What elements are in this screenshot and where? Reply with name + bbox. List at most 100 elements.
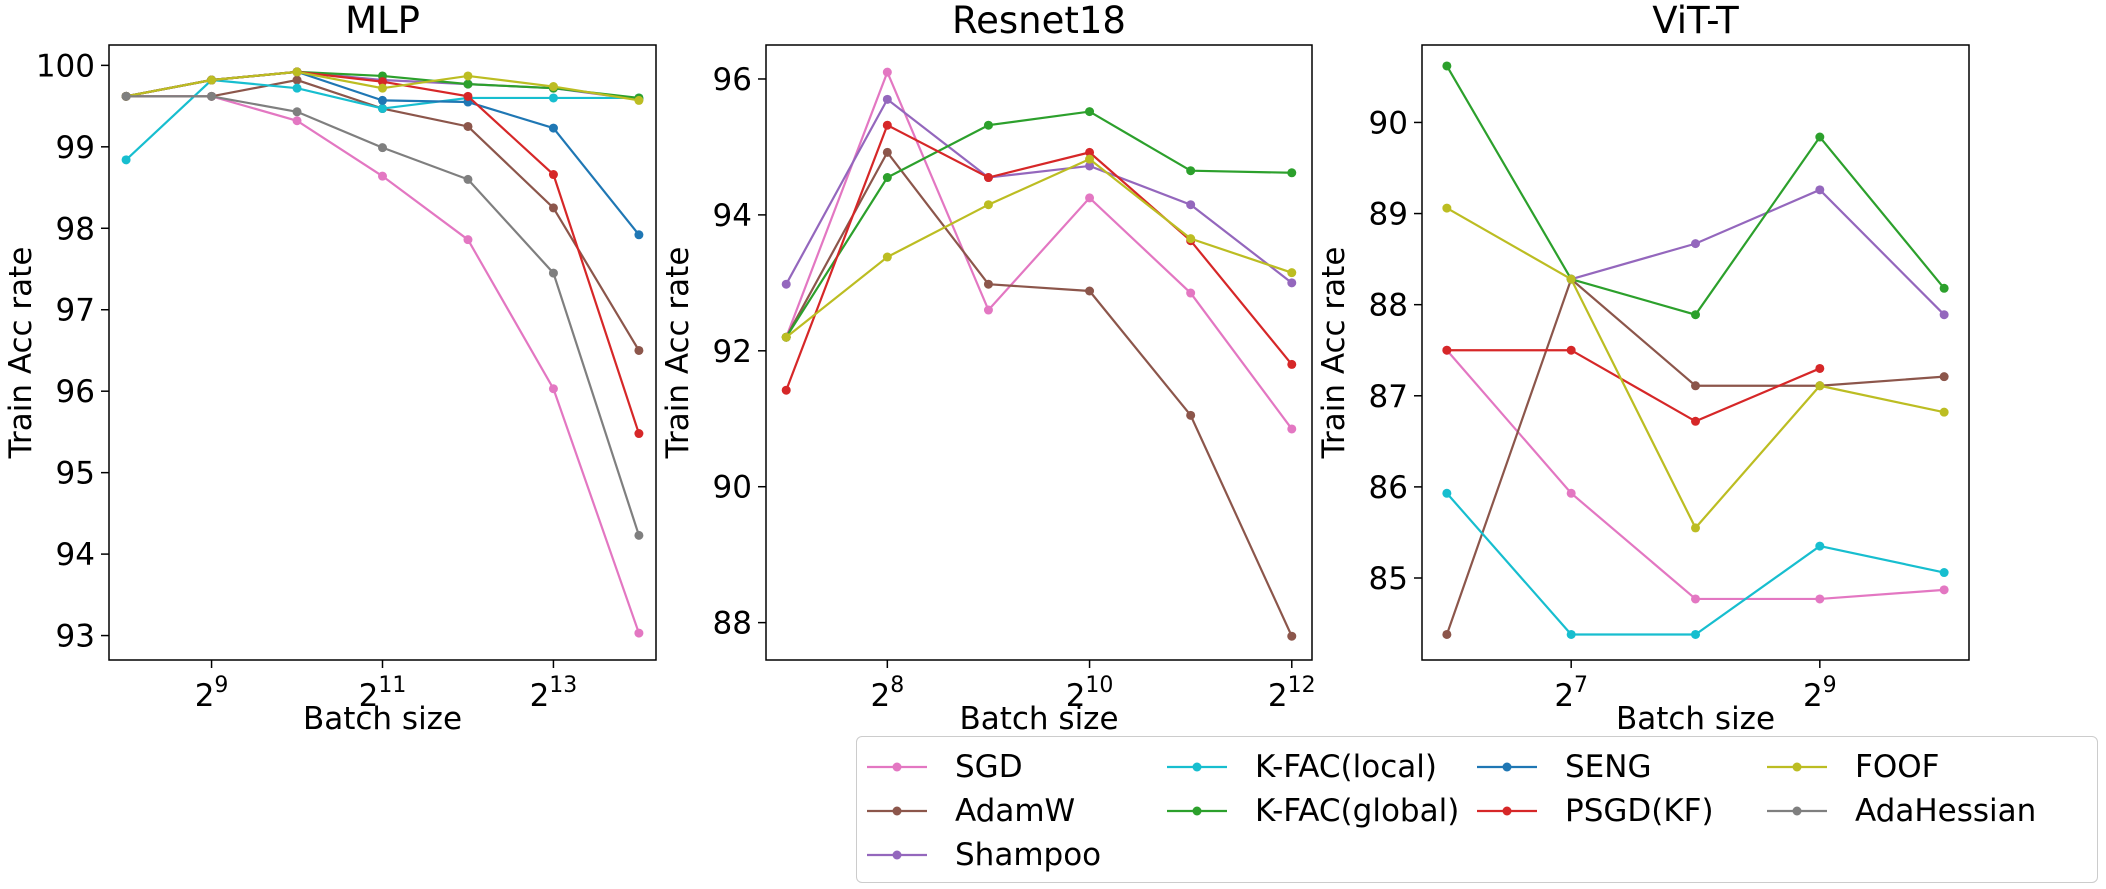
data-point <box>1691 523 1700 533</box>
data-point <box>983 173 993 183</box>
data-point <box>463 71 473 81</box>
legend-label: Shampoo <box>955 837 1102 873</box>
series-k-fac-global <box>1442 61 1949 320</box>
data-point <box>1815 132 1825 142</box>
data-point <box>1815 381 1825 391</box>
x-tick-label: 213 <box>530 673 578 714</box>
x-tick-label: 27 <box>1554 673 1588 714</box>
data-point <box>882 252 892 262</box>
legend-item-adamw: AdamW <box>865 791 1075 831</box>
series-k-fac-global <box>781 107 1297 342</box>
legend-swatch <box>1167 806 1227 816</box>
data-point <box>1442 203 1452 213</box>
data-point <box>634 230 644 240</box>
data-point <box>882 94 892 104</box>
y-tick-label: 94 <box>713 198 752 234</box>
data-point <box>1186 410 1196 420</box>
series-foof <box>1442 203 1949 533</box>
data-point <box>1815 185 1825 195</box>
legend-item-k-fac-global: K-FAC(global) <box>1165 791 1459 831</box>
y-tick-label: 99 <box>56 130 95 166</box>
data-point <box>634 345 644 355</box>
legend-swatch <box>1167 762 1227 772</box>
data-point <box>121 155 131 165</box>
legend-item-sgd: SGD <box>865 747 1023 787</box>
data-point <box>1815 541 1825 551</box>
data-point <box>983 305 993 315</box>
data-point <box>1186 166 1196 176</box>
data-point <box>1186 288 1196 298</box>
y-tick-label: 88 <box>713 606 752 642</box>
legend-item-psgd-kf: PSGD(KF) <box>1475 791 1714 831</box>
legend-swatch <box>1767 762 1827 772</box>
data-point <box>1939 310 1949 320</box>
data-point <box>983 120 993 130</box>
data-point <box>1085 286 1095 296</box>
axes-frame <box>765 44 1313 661</box>
data-point <box>983 200 993 210</box>
series-line <box>126 95 640 536</box>
data-point <box>1442 61 1452 71</box>
series-line <box>1446 492 1945 636</box>
y-tick-label: 94 <box>56 537 95 573</box>
y-tick-label: 85 <box>1369 561 1408 597</box>
series-adamw <box>1442 274 1949 639</box>
x-tick-label: 29 <box>1803 673 1837 714</box>
legend-item-shampoo: Shampoo <box>865 835 1101 875</box>
legend-item-adahessian: AdaHessian <box>1765 791 2036 831</box>
y-tick-label: 93 <box>56 619 95 655</box>
data-point <box>207 91 217 101</box>
data-point <box>463 79 473 89</box>
y-tick-label: 92 <box>713 334 752 370</box>
data-point <box>1691 239 1700 249</box>
data-point <box>1085 161 1095 171</box>
series-line <box>785 69 1293 430</box>
data-point <box>634 530 644 540</box>
data-point <box>463 174 473 184</box>
data-point <box>1815 594 1825 604</box>
legend-label: K-FAC(global) <box>1255 793 1460 829</box>
data-point <box>1287 631 1297 641</box>
legend-swatch <box>867 850 927 860</box>
legend-label: AdamW <box>955 793 1076 829</box>
data-point <box>634 429 644 439</box>
data-point <box>463 235 473 245</box>
legend-label: K-FAC(local) <box>1255 749 1437 785</box>
x-axis-label: Batch size <box>303 701 462 737</box>
y-axis-label: Train Acc rate <box>3 247 39 460</box>
series-adahessian <box>121 91 644 540</box>
y-tick-label: 88 <box>1369 288 1408 324</box>
x-tick-label: 29 <box>195 673 229 714</box>
y-tick-label: 86 <box>1369 470 1408 506</box>
data-point <box>634 95 644 105</box>
data-point <box>882 67 892 77</box>
x-tick-label: 211 <box>359 673 407 714</box>
data-point <box>292 83 302 93</box>
data-point <box>882 120 892 130</box>
chart-resnet18: Resnet18 88 90 92 94 96 28 210 212 Batch size Trai… <box>660 0 1316 737</box>
series-line <box>1446 349 1821 423</box>
data-point <box>781 279 791 289</box>
series-adamw <box>781 147 1297 641</box>
data-point <box>378 171 387 181</box>
series-seng <box>121 67 644 240</box>
data-point <box>983 279 993 289</box>
series-foof <box>781 154 1297 342</box>
data-point <box>378 143 387 153</box>
data-point <box>1442 345 1452 355</box>
data-point <box>292 67 302 77</box>
data-point <box>378 83 387 93</box>
series-line <box>785 110 1292 338</box>
y-tick-label: 96 <box>56 374 95 410</box>
legend-item-k-fac-local: K-FAC(local) <box>1165 747 1437 787</box>
data-point <box>1287 278 1297 288</box>
series-line <box>785 157 1293 339</box>
data-point <box>1566 345 1576 355</box>
y-tick-label: 87 <box>1369 379 1408 415</box>
series-sgd <box>781 67 1297 434</box>
data-point <box>463 121 473 131</box>
data-point <box>1287 168 1297 178</box>
chart-title: ViT-T <box>1652 0 1739 42</box>
y-tick-label: 97 <box>56 293 95 329</box>
